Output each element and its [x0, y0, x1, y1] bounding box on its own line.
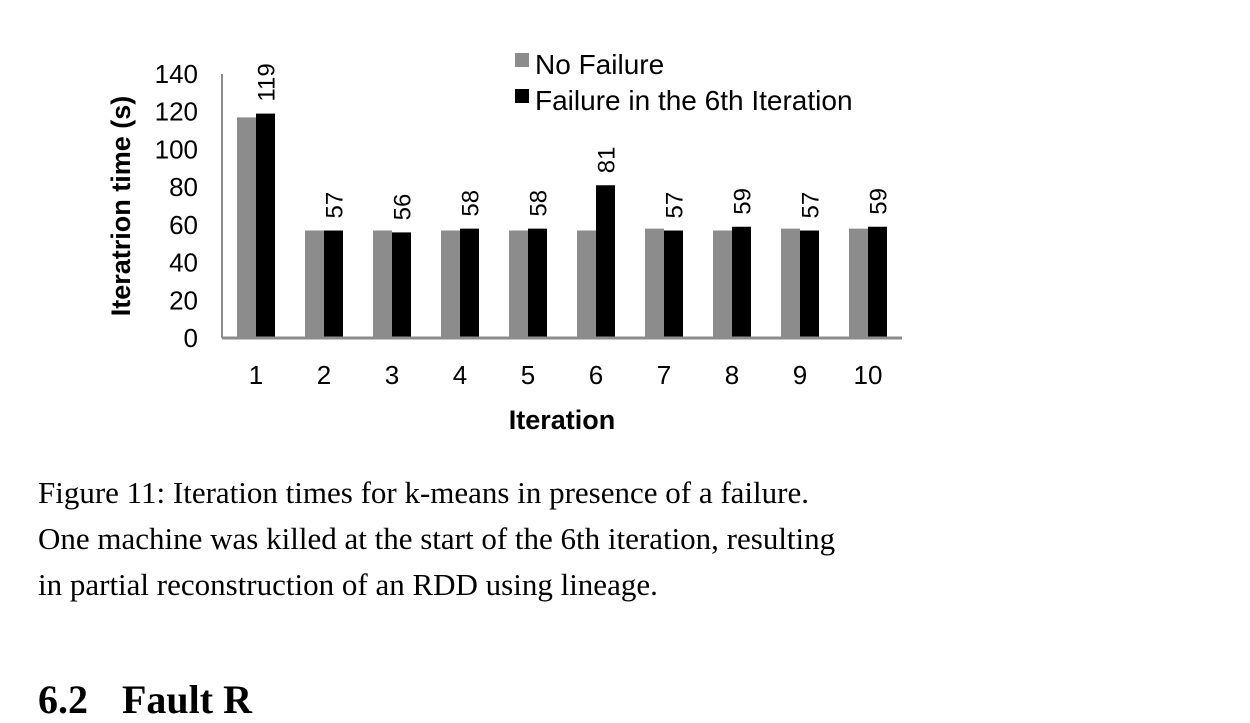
y-tick-label-140: 140 — [155, 59, 198, 89]
y-tick-label-20: 20 — [169, 285, 198, 315]
data-label-5: 58 — [526, 190, 553, 217]
data-labels-layer: 119 57 56 58 58 81 57 59 57 59 — [254, 63, 893, 220]
legend-label-no-failure: No Failure — [535, 49, 664, 80]
bar-failure-8 — [732, 226, 751, 338]
bar-no-failure-1 — [237, 117, 256, 338]
bar-failure-9 — [800, 230, 819, 338]
bar-no-failure-6 — [577, 230, 596, 338]
bar-no-failure-8 — [713, 230, 732, 338]
data-label-10: 59 — [866, 188, 893, 215]
bar-failure-5 — [528, 228, 547, 338]
y-tick-label-80: 80 — [169, 172, 198, 202]
caption-line-1: Figure 11: Iteration times for k-means i… — [38, 475, 809, 510]
data-label-2: 57 — [322, 192, 349, 219]
section-title: Fault R — [122, 677, 252, 722]
bar-no-failure-2 — [305, 230, 324, 338]
bar-no-failure-3 — [373, 230, 392, 338]
y-tick-label-40: 40 — [169, 248, 198, 278]
legend-swatch-no-failure — [515, 53, 529, 67]
bar-no-failure-4 — [441, 230, 460, 338]
x-tick-label-8: 8 — [725, 360, 739, 390]
bar-failure-7 — [664, 230, 683, 338]
data-label-1: 119 — [254, 63, 281, 101]
legend: No Failure Failure in the 6th Iteration — [515, 49, 853, 116]
y-axis-title: Iteratrion time (s) — [106, 96, 136, 317]
bars-layer — [237, 113, 887, 338]
x-tick-label-1: 1 — [249, 360, 263, 390]
data-label-7: 57 — [662, 192, 689, 219]
section-heading: 6.2 Fault R — [38, 676, 252, 723]
y-tick-label-0: 0 — [184, 323, 198, 353]
data-label-8: 59 — [730, 188, 757, 215]
legend-swatch-failure — [515, 89, 529, 103]
data-label-9: 57 — [798, 192, 825, 219]
bar-failure-6 — [596, 185, 615, 338]
data-label-4: 58 — [458, 190, 485, 217]
y-tick-label-100: 100 — [155, 134, 198, 164]
bar-no-failure-10 — [849, 228, 868, 338]
bar-no-failure-5 — [509, 230, 528, 338]
bar-no-failure-9 — [781, 228, 800, 338]
bar-failure-4 — [460, 228, 479, 338]
x-tick-label-7: 7 — [657, 360, 671, 390]
bar-failure-3 — [392, 232, 411, 338]
data-label-3: 56 — [390, 194, 417, 221]
legend-label-failure: Failure in the 6th Iteration — [535, 85, 853, 116]
y-tick-label-60: 60 — [169, 210, 198, 240]
bar-no-failure-7 — [645, 228, 664, 338]
bar-failure-2 — [324, 230, 343, 338]
x-tick-label-4: 4 — [453, 360, 467, 390]
section-number: 6.2 — [38, 677, 88, 722]
bar-failure-1 — [256, 113, 275, 338]
bar-failure-10 — [868, 226, 887, 338]
x-tick-label-6: 6 — [589, 360, 603, 390]
x-axis-title: Iteration — [509, 405, 616, 435]
caption-line-2: One machine was killed at the start of t… — [38, 521, 836, 556]
x-tick-label-5: 5 — [521, 360, 535, 390]
x-tick-label-9: 9 — [793, 360, 807, 390]
y-tick-label-120: 120 — [155, 97, 198, 127]
x-tick-label-10: 10 — [854, 360, 883, 390]
y-axis-ticks: 0 20 40 60 80 100 120 140 — [155, 59, 198, 353]
x-tick-label-3: 3 — [385, 360, 399, 390]
data-label-6: 81 — [594, 147, 621, 174]
caption-line-3: in partial reconstruction of an RDD usin… — [38, 567, 658, 602]
x-tick-label-2: 2 — [317, 360, 331, 390]
x-axis-ticks: 1 2 3 4 5 6 7 8 9 10 — [249, 360, 883, 390]
figure-caption: Figure 11: Iteration times for k-means i… — [38, 470, 1018, 608]
